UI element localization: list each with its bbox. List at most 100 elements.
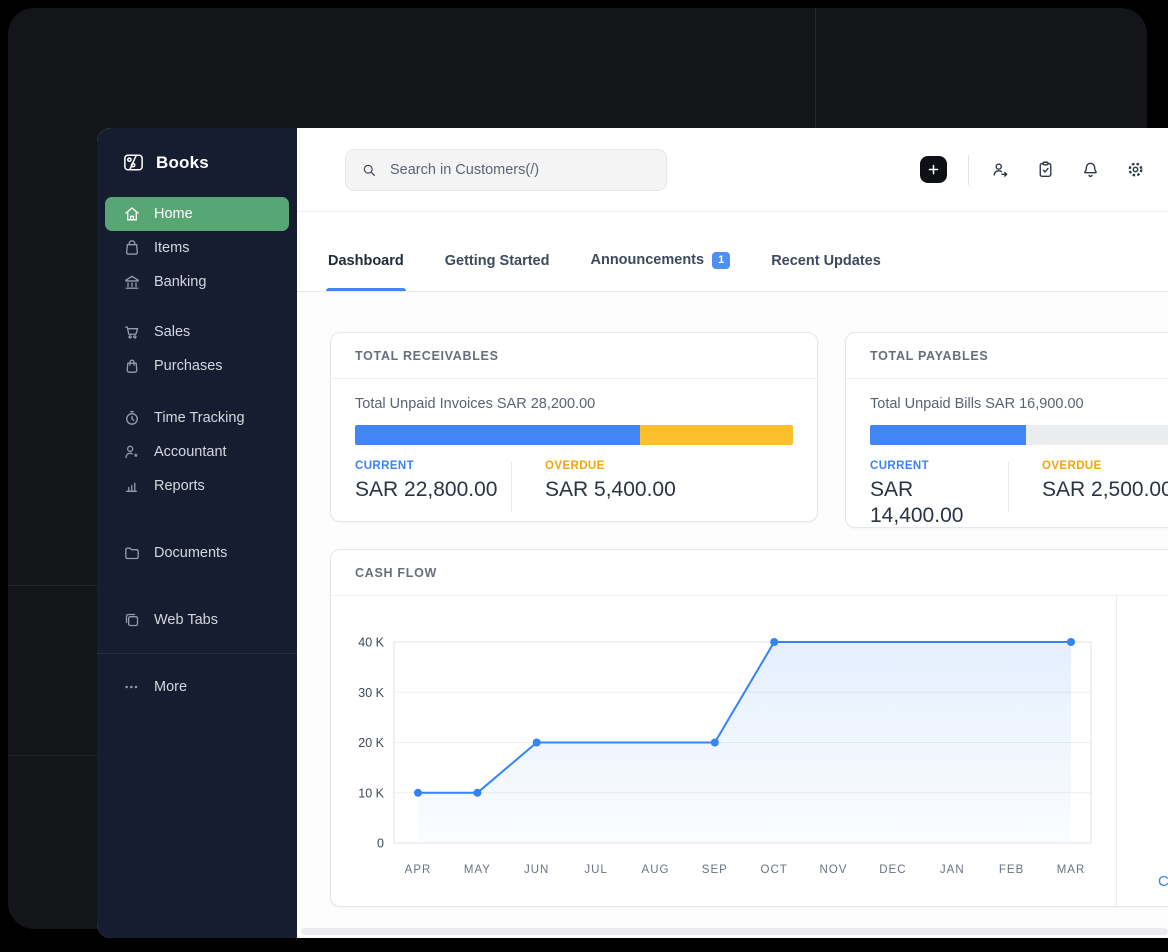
svg-text:10 K: 10 K	[358, 786, 384, 800]
payables-progress-bar	[870, 425, 1168, 445]
svg-text:OCT: OCT	[761, 864, 788, 876]
sidebar-item-label: Banking	[154, 274, 207, 290]
items-icon	[122, 238, 142, 258]
sidebar-item-label: Accountant	[154, 444, 227, 460]
plus-icon	[926, 162, 941, 177]
documents-icon	[122, 543, 142, 563]
cash-flow-line-chart: 40 K 30 K 20 K 10 K 0 APR MAY JUN JUL AUG SEP OCT NO…	[351, 630, 1101, 890]
tab-dashboard[interactable]: Dashboard	[326, 253, 406, 291]
card-title: TOTAL PAYABLES	[846, 333, 1168, 379]
tab-announcements[interactable]: Announcements 1	[590, 251, 731, 291]
svg-text:MAR: MAR	[1057, 864, 1086, 876]
overdue-value: SAR 5,400.00	[545, 478, 676, 501]
tab-label: Getting Started	[444, 253, 550, 269]
overdue-value: SAR 2,500.00	[1042, 478, 1168, 501]
sidebar-item-documents[interactable]: Documents	[105, 536, 289, 570]
accountant-icon	[122, 442, 142, 462]
sidebar-nav-group: Home Items Banking	[105, 197, 289, 299]
svg-text:0: 0	[377, 837, 384, 851]
sidebar-item-label: Reports	[154, 478, 205, 494]
users-icon	[990, 159, 1011, 180]
more-icon	[122, 677, 142, 697]
sidebar-item-accountant[interactable]: Accountant	[105, 435, 289, 469]
purchases-icon	[122, 356, 142, 376]
sidebar-item-items[interactable]: Items	[105, 231, 289, 265]
dashboard-content: TOTAL RECEIVABLES Total Unpaid Invoices …	[297, 292, 1168, 938]
tabs-row: Dashboard Getting Started Announcements 1 Re…	[297, 212, 1168, 292]
sidebar-item-home[interactable]: Home	[105, 197, 289, 231]
tasks-icon	[1035, 159, 1056, 180]
sidebar-item-label: Items	[154, 240, 190, 256]
tab-recent-updates[interactable]: Recent Updates	[771, 253, 881, 291]
svg-text:MAY: MAY	[464, 864, 491, 876]
total-receivables-card: TOTAL RECEIVABLES Total Unpaid Invoices …	[330, 332, 818, 522]
svg-text:JAN: JAN	[940, 864, 965, 876]
tab-badge: 1	[712, 251, 731, 269]
svg-text:SEP: SEP	[702, 864, 728, 876]
card-title: TOTAL RECEIVABLES	[331, 333, 817, 379]
tab-label: Recent Updates	[771, 253, 881, 269]
sidebar-item-label: Home	[154, 206, 193, 222]
search-input[interactable]	[388, 160, 652, 179]
amount-divider	[511, 462, 512, 512]
add-new-button[interactable]	[920, 156, 947, 183]
svg-text:AUG: AUG	[642, 864, 670, 876]
tasks-button[interactable]	[1035, 159, 1056, 180]
app-logo: Books	[97, 128, 297, 197]
home-icon	[122, 204, 142, 224]
sidebar-item-banking[interactable]: Banking	[105, 265, 289, 299]
app-logo-label: Books	[156, 152, 209, 172]
time-tracking-icon	[122, 408, 142, 428]
sidebar-item-reports[interactable]: Reports	[105, 469, 289, 503]
sidebar-nav-group: Web Tabs	[105, 603, 289, 637]
payables-subtitle: Total Unpaid Bills SAR 16,900.00	[870, 396, 1084, 412]
sidebar-item-purchases[interactable]: Purchases	[105, 349, 289, 383]
cashflow-side-link[interactable]: C	[1158, 873, 1168, 890]
books-logo-icon	[122, 151, 145, 174]
receivables-progress-bar	[355, 425, 793, 445]
svg-text:40 K: 40 K	[358, 636, 384, 650]
payables-bar-current	[870, 425, 1026, 445]
horizontal-scrollbar[interactable]	[301, 928, 1168, 935]
current-label: CURRENT	[355, 460, 415, 472]
topbar-actions	[920, 154, 1168, 185]
users-button[interactable]	[990, 159, 1011, 180]
main-area: Dashboard Getting Started Announcements 1 Re…	[297, 128, 1168, 938]
svg-text:JUL: JUL	[584, 864, 607, 876]
receivables-subtitle: Total Unpaid Invoices SAR 28,200.00	[355, 396, 596, 412]
sidebar: Books Home Items Banking Sales Purchases Time…	[97, 128, 297, 938]
search-box[interactable]	[345, 148, 667, 191]
reports-icon	[122, 476, 142, 496]
cash-flow-card: CASH FLOW 40 K 30 K 20 K 10 K 0 APR MAY JUN JUL A…	[330, 549, 1168, 907]
svg-text:30 K: 30 K	[358, 686, 384, 700]
settings-icon	[1125, 159, 1146, 180]
sidebar-item-time-tracking[interactable]: Time Tracking	[105, 401, 289, 435]
sidebar-item-label: Web Tabs	[154, 612, 218, 628]
tab-getting-started[interactable]: Getting Started	[445, 253, 550, 291]
sidebar-item-label: Documents	[154, 545, 228, 561]
sidebar-item-more[interactable]: More	[105, 670, 289, 704]
current-label: CURRENT	[870, 460, 930, 472]
topbar-divider	[968, 154, 969, 185]
tab-label: Dashboard	[328, 253, 404, 269]
sidebar-nav: Home Items Banking Sales Purchases Time Track…	[97, 197, 297, 704]
sidebar-item-sales[interactable]: Sales	[105, 315, 289, 349]
svg-text:NOV: NOV	[820, 864, 848, 876]
tab-label: Announcements	[590, 252, 705, 269]
notifications-icon	[1080, 159, 1101, 180]
books-app-window: Books Home Items Banking Sales Purchases Time…	[97, 128, 1168, 938]
payables-amounts: CURRENT SAR 14,400.00 OVERDUE SAR 2,500.…	[870, 460, 1168, 527]
notifications-button[interactable]	[1080, 159, 1101, 180]
receivables-bar-overdue	[639, 425, 793, 445]
cashflow-side-divider	[1116, 595, 1117, 906]
overdue-label: OVERDUE	[1042, 460, 1102, 472]
sales-icon	[122, 322, 142, 342]
settings-button[interactable]	[1125, 159, 1146, 180]
receivables-amounts: CURRENT SAR 22,800.00 OVERDUE SAR 5,400.…	[355, 460, 793, 512]
sidebar-item-label: More	[154, 679, 188, 695]
sidebar-item-label: Time Tracking	[154, 410, 245, 426]
sidebar-nav-group: Sales Purchases	[105, 315, 289, 383]
sidebar-item-web-tabs[interactable]: Web Tabs	[105, 603, 289, 637]
search-icon	[360, 161, 378, 179]
